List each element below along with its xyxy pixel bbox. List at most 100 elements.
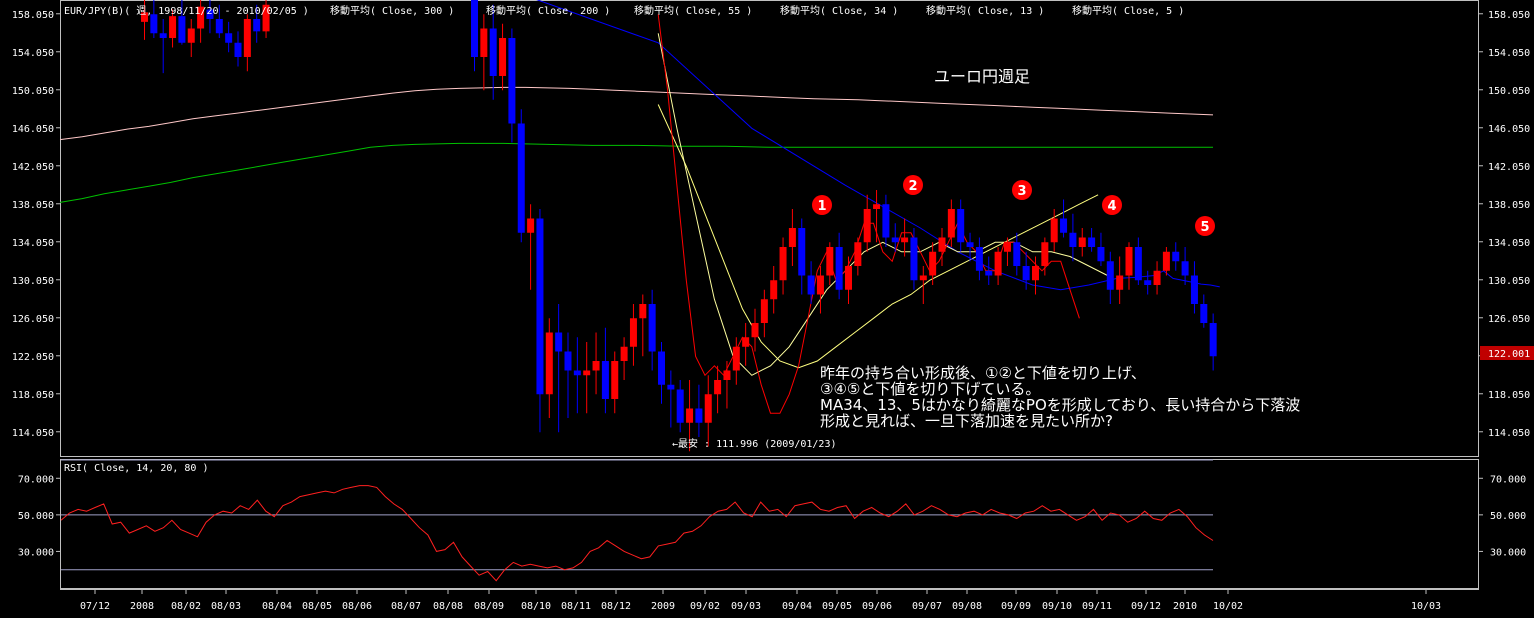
rsi-label: RSI( Close, 14, 20, 80 ): [64, 463, 209, 474]
time-tick-label: 09/05: [822, 601, 852, 612]
candle-body: [732, 346, 740, 371]
candle-body: [1125, 247, 1133, 276]
time-axis: 07/12 2008 08/02 08/03 08/04 08/05 08/06 08/07 0…: [80, 589, 1441, 612]
note-line-4: 形成と見れば、一旦下落加速を見たい所か?: [820, 412, 1113, 430]
ma34-line: [536, 0, 1220, 291]
candlesticks: [141, 0, 1217, 452]
time-tick-label: 08/09: [474, 601, 504, 612]
marker-2: 2: [903, 175, 923, 195]
candle-body: [957, 209, 965, 243]
candle-body: [751, 323, 759, 338]
time-tick-label: 09/03: [731, 601, 761, 612]
time-tick-label: 08/12: [601, 601, 631, 612]
candle-body: [499, 38, 507, 76]
candle-body: [178, 16, 186, 43]
rsi-line: [60, 485, 1214, 582]
marker-5-label: 5: [1200, 220, 1209, 235]
candle-body: [1078, 237, 1086, 247]
marker-3-label: 3: [1017, 184, 1026, 199]
time-tick-label: 09/09: [1001, 601, 1031, 612]
candle-body: [141, 12, 148, 22]
price-tick-label-left: 146.050: [12, 124, 54, 135]
ma34-label: 移動平均( Close, 34 ): [780, 4, 898, 17]
candle-body: [723, 370, 731, 380]
ma5-label: 移動平均( Close, 5 ): [1072, 4, 1184, 17]
time-tick-label: 2009: [651, 601, 675, 612]
candle-body: [629, 318, 637, 347]
candle-body: [1144, 280, 1152, 285]
time-tick-label: 09/08: [952, 601, 982, 612]
candle-body: [919, 275, 927, 281]
marker-1: 1: [812, 195, 832, 215]
marker-3: 3: [1012, 180, 1032, 200]
time-tick-label: 07/12: [80, 601, 110, 612]
candle-body: [648, 304, 656, 352]
price-tick-label-right: 142.050: [1488, 162, 1530, 173]
current-price-label: 122.001: [1488, 349, 1530, 360]
candle-body: [966, 242, 974, 247]
candle-body: [583, 370, 591, 376]
time-tick-label: 08/04: [262, 601, 292, 612]
candle-body: [1069, 232, 1077, 247]
price-axis: 158.050 158.050 154.050 154.050 150.050 150.0…: [12, 10, 1530, 439]
candle-body: [480, 28, 488, 57]
candle-body: [1153, 270, 1161, 285]
candle-body: [601, 361, 609, 399]
candle-body: [667, 384, 675, 390]
price-tick-label-right: 158.050: [1488, 10, 1530, 21]
candle-body: [564, 351, 572, 371]
marker-3-circle: [1012, 180, 1032, 200]
candle-body: [1172, 251, 1180, 262]
candle-body: [826, 247, 834, 276]
price-tick-label-left: 138.050: [12, 200, 54, 211]
time-tick-label: 08/10: [521, 601, 551, 612]
time-tick-label: 09/02: [690, 601, 720, 612]
marker-4-circle: [1102, 195, 1122, 215]
ma55-label: 移動平均( Close, 55 ): [634, 4, 752, 17]
candle-body: [1022, 266, 1030, 281]
ma13-label: 移動平均( Close, 13 ): [926, 4, 1044, 17]
rsi-tick-label-left: 70.000: [18, 474, 54, 485]
candle-body: [620, 346, 628, 361]
price-tick-label-right: 138.050: [1488, 200, 1530, 211]
candle-body: [169, 16, 177, 38]
ma55-line: [657, 104, 1099, 369]
marker-1-label: 1: [817, 199, 826, 214]
candle-body: [234, 42, 242, 57]
rsi-tick-label-left: 30.000: [18, 547, 54, 558]
candle-body: [1181, 261, 1189, 276]
price-tick-label-right: 150.050: [1488, 86, 1530, 97]
moving-average-lines: [59, 0, 1220, 414]
price-tick-label-left: 118.050: [12, 390, 54, 401]
marker-2-circle: [903, 175, 923, 195]
candle-body: [742, 337, 750, 347]
marker-4-label: 4: [1107, 199, 1116, 214]
marker-4: 4: [1102, 195, 1122, 215]
price-tick-label-left: 134.050: [12, 238, 54, 249]
candle-body: [150, 14, 158, 34]
candle-body: [592, 361, 600, 371]
time-tick-label: 08/03: [211, 601, 241, 612]
candle-body: [1209, 323, 1217, 357]
candle-body: [1060, 218, 1068, 233]
candle-body: [891, 237, 899, 243]
rsi-tick-label-right: 70.000: [1490, 474, 1526, 485]
candle-body: [517, 123, 525, 233]
rsi-series: [60, 459, 1214, 582]
time-tick-label: 08/11: [561, 601, 591, 612]
note-line-3: MA34、13、5はかなり綺麗なPOを形成しており、長い持合から下落波: [820, 396, 1300, 414]
candle-body: [938, 237, 946, 252]
time-tick-label: 2008: [130, 601, 154, 612]
candle-body: [947, 209, 955, 238]
rsi-tick-label-left: 50.000: [18, 511, 54, 522]
candle-body: [489, 28, 497, 76]
candle-body: [714, 380, 722, 395]
price-tick-label-right: 114.050: [1488, 428, 1530, 439]
price-tick-label-left: 122.050: [12, 352, 54, 363]
candle-body: [798, 228, 806, 276]
price-tick-label-left: 158.050: [12, 10, 54, 21]
candle-body: [835, 247, 843, 290]
candle-body: [253, 19, 261, 32]
candle-body: [159, 33, 167, 38]
